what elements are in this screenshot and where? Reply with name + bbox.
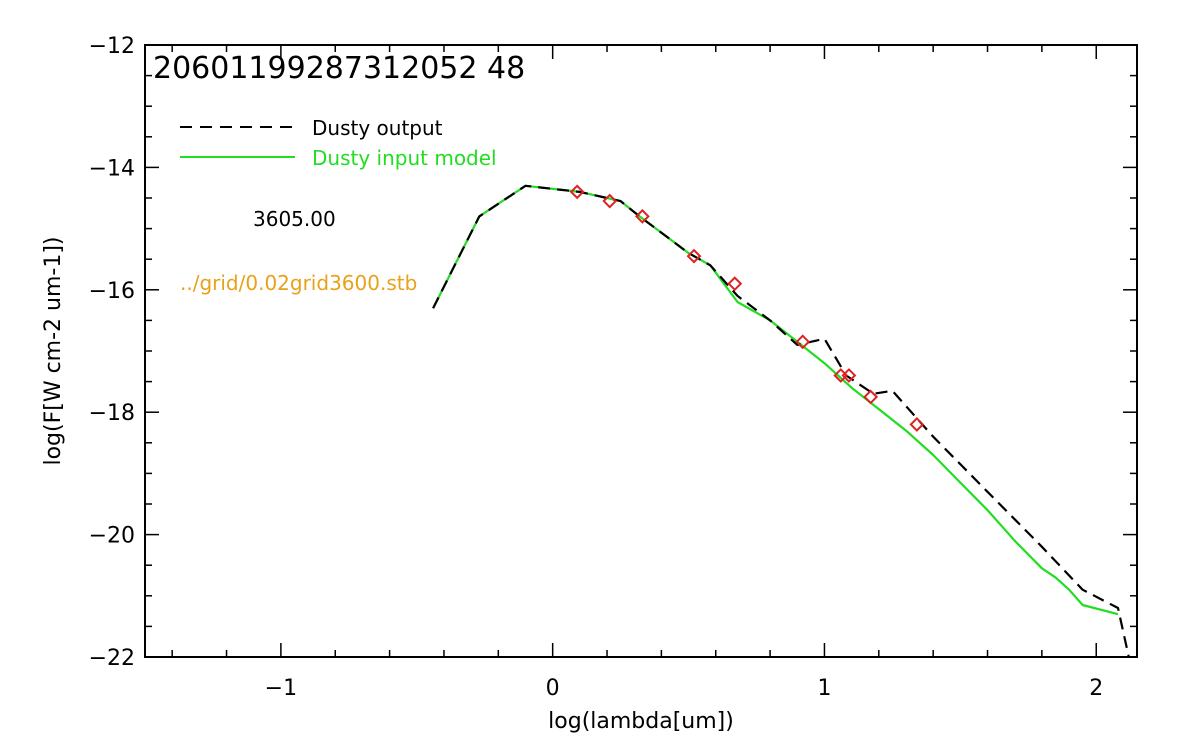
x-tick-label: 1 xyxy=(817,676,831,701)
legend-label-output: Dusty output xyxy=(312,116,443,140)
marker-layer xyxy=(569,184,925,432)
photometry-marker xyxy=(634,208,650,224)
photometry-marker xyxy=(863,389,879,405)
photometry-marker xyxy=(727,276,743,292)
photometry-marker xyxy=(602,193,618,209)
y-tick-label: −14 xyxy=(89,156,135,181)
photometry-marker xyxy=(686,248,702,264)
series-dusty-input-model xyxy=(432,184,1119,616)
photometry-marker xyxy=(795,334,811,350)
series-layer xyxy=(432,184,1130,658)
y-tick-label: −16 xyxy=(89,279,135,304)
legend: Dusty output Dusty input model xyxy=(180,116,497,170)
temperature-label: 3605.00 xyxy=(253,207,336,231)
y-tick-label: −18 xyxy=(89,401,135,426)
x-tick-label: 2 xyxy=(1089,676,1103,701)
photometry-marker xyxy=(569,184,585,200)
plot-frame xyxy=(144,44,1138,658)
x-axis-title: log(lambda[um]) xyxy=(548,709,734,734)
y-tick-label: −22 xyxy=(89,646,135,671)
x-tick-label: −1 xyxy=(265,676,297,701)
axis-tick-labels: −1 0 1 2 −22 −20 −18 −16 −14 −12 xyxy=(89,34,1104,701)
grid-path-label: ../grid/0.02grid3600.stb xyxy=(180,271,417,295)
x-tick-label: 0 xyxy=(546,676,560,701)
y-axis-title: log(F[W cm-2 um-1]) xyxy=(41,236,66,465)
series-dusty-output xyxy=(432,184,1130,658)
legend-label-input: Dusty input model xyxy=(312,146,497,170)
photometry-marker xyxy=(909,417,925,432)
chart-title: 20601199287312052 48 xyxy=(153,51,525,86)
photometry-marker xyxy=(841,368,857,383)
axis-ticks xyxy=(145,44,1137,658)
y-tick-label: −20 xyxy=(89,524,135,549)
y-tick-label: −12 xyxy=(89,34,135,59)
